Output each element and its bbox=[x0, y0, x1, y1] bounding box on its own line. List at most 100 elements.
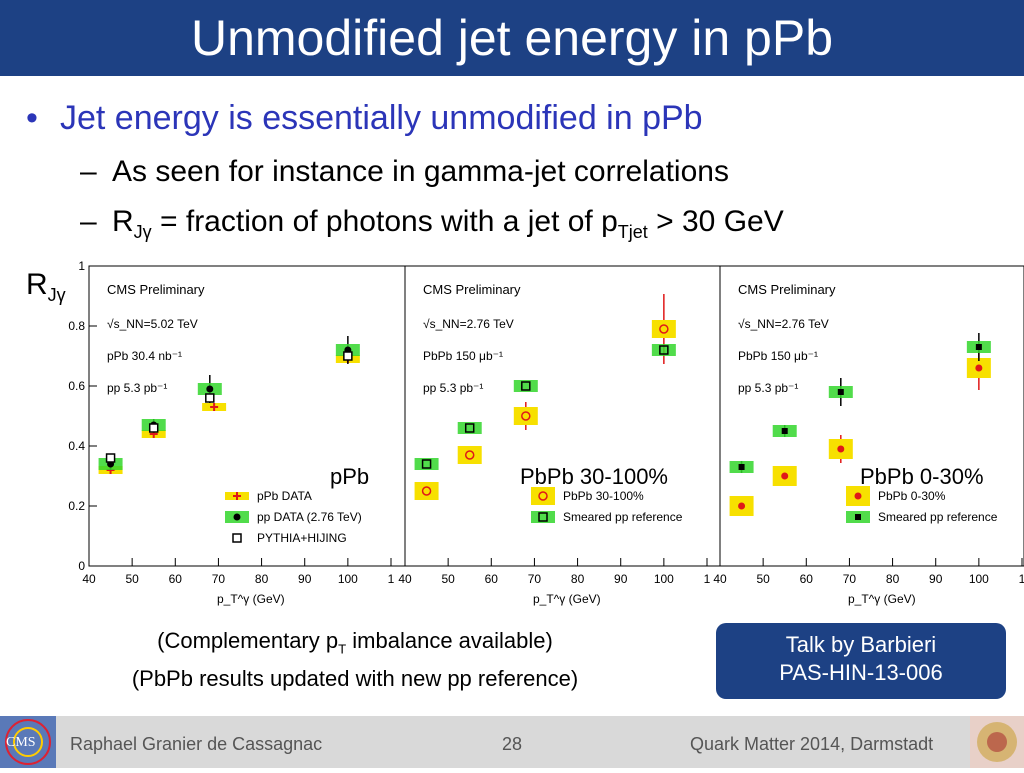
y-axis-label-main: R bbox=[26, 268, 48, 301]
caption-1a: (Complementary p bbox=[157, 628, 339, 653]
panel-3-x-tick-label: 90 bbox=[929, 572, 943, 586]
panel-3-x-axis-label: p_T^γ (GeV) bbox=[848, 592, 916, 606]
panel-2-point-syst-box bbox=[651, 344, 676, 356]
panel-1-info-line: pPb 30.4 nb⁻¹ bbox=[107, 349, 182, 363]
sub-bullet-2: – RJγ = fraction of photons with a jet of… bbox=[80, 204, 784, 250]
panel-2-legend-label: PbPb 30-100% bbox=[563, 489, 644, 503]
cms-logo: CMS bbox=[0, 716, 56, 768]
panel-1-x-tick-label: 60 bbox=[169, 572, 183, 586]
panel-2-x-tick-label: 40 bbox=[398, 572, 412, 586]
panel-2-x-tick-label: 100 bbox=[654, 572, 674, 586]
panel-2-point-syst-box bbox=[414, 458, 439, 470]
panel-1-x-tick-label: 40 bbox=[82, 572, 96, 586]
panel-3-legend-label: PbPb 0-30% bbox=[878, 489, 946, 503]
y-tick-label: 1 bbox=[78, 259, 85, 273]
panel-3-x-tick-label: 80 bbox=[886, 572, 900, 586]
panel-3-legend-label: Smeared pp reference bbox=[878, 510, 998, 524]
title-bar bbox=[0, 0, 1024, 76]
y-axis-label: RJγ bbox=[26, 268, 66, 306]
rj-symbol: R bbox=[112, 205, 134, 238]
panel-2-point-marker bbox=[464, 450, 475, 460]
panel-1-legend-label: pPb DATA bbox=[257, 489, 312, 503]
panel-1-header: CMS Preliminary bbox=[107, 282, 205, 297]
panel-1-point-marker bbox=[206, 385, 214, 393]
panel-1-x-tick-label: 100 bbox=[338, 572, 358, 586]
footer-page-number: 28 bbox=[502, 734, 523, 754]
footer-author: Raphael Granier de Cassagnac bbox=[70, 734, 323, 754]
panel-2-x-tick-label: 70 bbox=[528, 572, 542, 586]
dash-1: – bbox=[80, 155, 97, 188]
panel-3-point-marker bbox=[975, 344, 982, 350]
panel-2-point-syst-box bbox=[513, 407, 538, 425]
y-tick-label: 0.6 bbox=[68, 379, 85, 393]
panel-1-legend-label: pp DATA (2.76 TeV) bbox=[257, 510, 362, 524]
panel-1-point-marker bbox=[343, 351, 353, 361]
panel-3-panel-label: PbPb 0-30% bbox=[860, 464, 984, 489]
panel-2-point-marker bbox=[521, 381, 531, 391]
tjet-subscript: Tjet bbox=[617, 222, 648, 242]
panel-2-point-syst-box bbox=[414, 482, 439, 500]
panel-1-point-marker bbox=[148, 423, 159, 433]
panel-1-x-tick-label: 70 bbox=[212, 572, 226, 586]
caption-line-2: (PbPb results updated with new pp refere… bbox=[131, 666, 579, 692]
panel-2-point-syst-box bbox=[651, 320, 676, 338]
panel-1-info-line: pp 5.3 pb⁻¹ bbox=[107, 381, 167, 395]
y-axis-label-sub: Jγ bbox=[47, 285, 66, 305]
panel-3-x-tick-label: 100 bbox=[969, 572, 989, 586]
y-tick-label: 0 bbox=[78, 559, 85, 573]
panel-3-info-line: pp 5.3 pb⁻¹ bbox=[738, 381, 798, 395]
cms-logo-text: CMS bbox=[6, 735, 36, 750]
panel-3-point-marker bbox=[837, 445, 845, 453]
panel-3-x-tick-label: 1 bbox=[1019, 572, 1024, 586]
footer-conference: Quark Matter 2014, Darmstadt bbox=[690, 734, 934, 754]
panel-2-panel-label: PbPb 30-100% bbox=[520, 464, 668, 489]
panel-3-legend-marker-marker bbox=[854, 492, 862, 500]
panel-2-x-tick-label: 1 bbox=[704, 572, 711, 586]
talk-line-2: PAS-HIN-13-006 bbox=[779, 660, 943, 685]
definition-text: = fraction of photons with a jet of p bbox=[151, 205, 618, 238]
panel-2-point-marker bbox=[659, 345, 669, 355]
panel-1-point-marker bbox=[205, 393, 215, 403]
results-figure: 40 50 60 70 80 90 100 1 0 0.2 0.4 0.6 0.8 1 p_T^γ (GeV… bbox=[68, 259, 1024, 606]
panel-1-x-tick-label: 1 bbox=[388, 572, 395, 586]
panel-1-point-marker bbox=[210, 403, 219, 411]
y-tick-label: 0.4 bbox=[68, 439, 85, 453]
panel-2-legend-marker-syst-box bbox=[531, 487, 555, 505]
slide-title: Unmodified jet energy in pPb bbox=[190, 10, 834, 66]
panel-1-x-tick-label: 80 bbox=[255, 572, 269, 586]
panel-3-point-marker bbox=[781, 428, 788, 434]
panel-3-point-marker bbox=[738, 502, 746, 510]
panel-1-legend-marker-marker bbox=[233, 492, 241, 500]
panel-3-x-tick-label: 60 bbox=[800, 572, 814, 586]
panel-3-x-tick-label: 70 bbox=[843, 572, 857, 586]
caption-1-sub: T bbox=[338, 641, 347, 657]
y-tick-label: 0.8 bbox=[68, 319, 85, 333]
panel-2-legend-marker-syst-box bbox=[531, 511, 555, 523]
panel-2-info-line: √s_NN=2.76 TeV bbox=[423, 317, 514, 331]
talk-reference-box: Talk by Barbieri PAS-HIN-13-006 bbox=[716, 623, 1006, 699]
panel-2-point-syst-box bbox=[457, 446, 482, 464]
caption: (Complementary pT imbalance available) (… bbox=[70, 626, 640, 694]
panel-3-point-marker bbox=[837, 389, 844, 395]
bullet-text: Jet energy is essentially unmodified in … bbox=[60, 99, 703, 137]
panel-3-info-line: √s_NN=2.76 TeV bbox=[738, 317, 829, 331]
rj-subscript: Jγ bbox=[133, 222, 152, 242]
sub-bullet-1-text: As seen for instance in gamma-jet correl… bbox=[112, 155, 729, 188]
panel-1-legend-label: PYTHIA+HIJING bbox=[257, 531, 347, 545]
talk-line-1: Talk by Barbieri bbox=[785, 632, 937, 657]
panel-1-info-line: √s_NN=5.02 TeV bbox=[107, 317, 198, 331]
panel-3-point-marker bbox=[781, 472, 789, 480]
panel-2-point-syst-box bbox=[457, 422, 482, 434]
panel-1-panel-label: pPb bbox=[330, 464, 369, 489]
panel-1-x-tick-label: 90 bbox=[298, 572, 312, 586]
panel-2-info-line: PbPb 150 μb⁻¹ bbox=[423, 349, 503, 363]
bullet-dot: • bbox=[26, 99, 38, 137]
conference-logo bbox=[970, 716, 1024, 768]
panel-1-legend-marker-marker bbox=[232, 533, 242, 543]
panel-2-x-tick-label: 80 bbox=[571, 572, 585, 586]
panel-2-point-marker bbox=[521, 411, 531, 421]
panel-1-legend-marker-marker bbox=[233, 513, 241, 521]
panel-1-x-tick-label: 50 bbox=[125, 572, 139, 586]
panel-2-x-tick-label: 90 bbox=[614, 572, 628, 586]
main-bullet: • Jet energy is essentially unmodified in… bbox=[26, 98, 703, 138]
